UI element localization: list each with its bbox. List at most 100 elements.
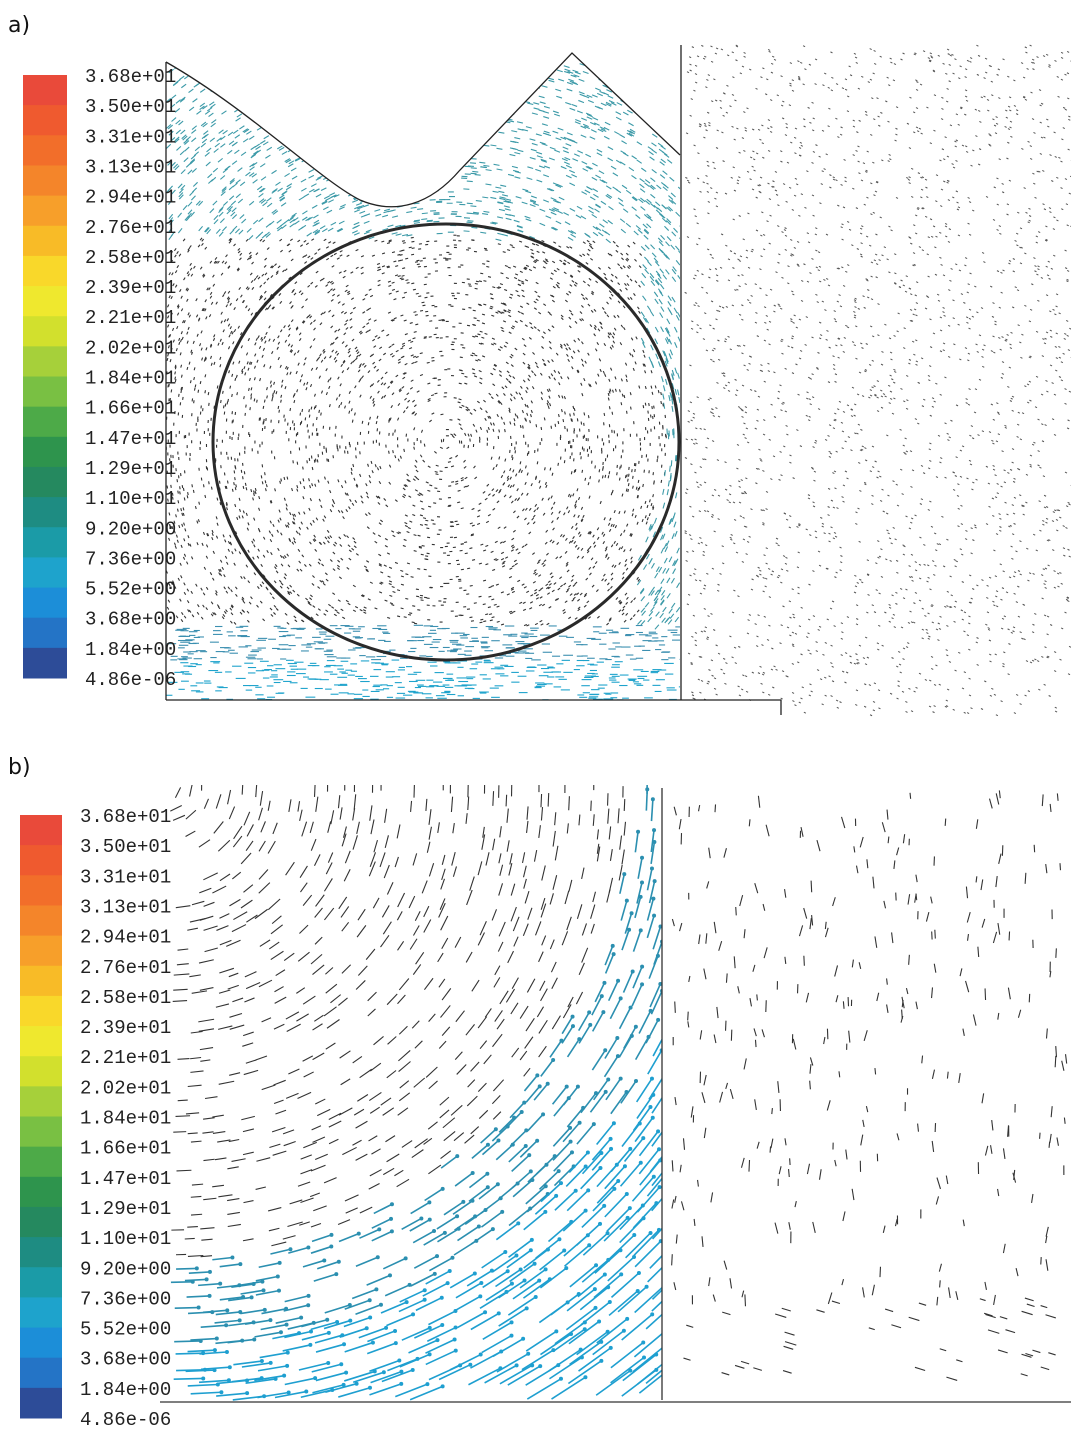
vector xyxy=(288,522,289,525)
vector xyxy=(312,483,313,486)
vector xyxy=(353,538,355,540)
vector xyxy=(204,68,209,71)
vector xyxy=(585,361,587,364)
vector xyxy=(515,274,518,275)
vector xyxy=(270,366,271,369)
vector xyxy=(341,511,343,513)
vector xyxy=(570,495,571,498)
vector xyxy=(613,187,618,190)
vector xyxy=(180,352,181,355)
vector xyxy=(596,590,598,592)
vector xyxy=(636,225,641,229)
vector xyxy=(609,379,610,382)
vector xyxy=(587,601,589,603)
vector xyxy=(349,391,350,394)
vector xyxy=(603,541,605,544)
vector xyxy=(402,496,404,498)
vector xyxy=(315,549,317,551)
vector xyxy=(242,610,244,612)
vector xyxy=(178,500,179,503)
vector xyxy=(290,239,292,241)
vector xyxy=(369,289,372,290)
vector xyxy=(517,498,519,500)
vector xyxy=(603,65,609,67)
vector xyxy=(313,215,318,218)
vector xyxy=(402,377,404,379)
vector xyxy=(202,135,207,139)
vector xyxy=(546,584,548,586)
vector xyxy=(379,583,382,584)
vector xyxy=(491,397,493,399)
vector xyxy=(409,496,412,498)
vector xyxy=(407,84,413,85)
vector xyxy=(396,291,399,292)
vector xyxy=(504,422,505,425)
vector xyxy=(350,326,352,328)
vector xyxy=(524,518,526,520)
vector xyxy=(469,548,472,549)
vector xyxy=(409,348,412,349)
vector xyxy=(343,276,346,278)
vector xyxy=(567,588,569,590)
vector xyxy=(626,379,627,382)
vector xyxy=(466,222,472,223)
vector xyxy=(634,259,636,261)
vector xyxy=(641,168,646,171)
vector xyxy=(653,58,658,61)
vector xyxy=(611,274,613,276)
vector xyxy=(642,92,647,95)
vector xyxy=(350,134,356,136)
vector xyxy=(300,145,305,148)
vector xyxy=(178,54,183,57)
vector xyxy=(373,404,374,407)
vector xyxy=(403,545,406,546)
vector xyxy=(363,299,366,301)
vector xyxy=(527,303,530,305)
vector xyxy=(547,403,548,406)
vector xyxy=(389,80,395,81)
vector xyxy=(609,391,610,394)
vector xyxy=(394,318,397,319)
vector xyxy=(373,533,375,535)
vector xyxy=(235,229,239,233)
vector xyxy=(318,562,320,564)
vector xyxy=(627,524,628,527)
vector xyxy=(407,283,410,284)
vector xyxy=(626,375,627,378)
vector xyxy=(333,544,335,546)
vector xyxy=(220,357,221,360)
vector xyxy=(203,593,205,596)
vector xyxy=(477,320,480,321)
vector xyxy=(294,616,296,618)
vector xyxy=(672,106,677,109)
vector xyxy=(482,126,488,127)
vector xyxy=(527,493,529,496)
vector xyxy=(480,331,483,332)
vector xyxy=(654,406,655,409)
vector xyxy=(313,520,315,523)
vector xyxy=(572,575,574,577)
vector-field-a xyxy=(166,45,1071,716)
vector xyxy=(205,111,210,115)
vector xyxy=(335,610,338,612)
vector xyxy=(530,595,533,596)
vector xyxy=(407,195,413,196)
vector xyxy=(625,559,627,562)
vector xyxy=(397,254,400,255)
vector xyxy=(338,560,340,562)
vector xyxy=(383,111,389,112)
vector xyxy=(323,349,325,351)
vector xyxy=(201,588,203,591)
vector xyxy=(194,152,199,156)
vector xyxy=(668,116,673,119)
vector xyxy=(351,272,354,273)
vector xyxy=(200,238,202,240)
vector xyxy=(503,561,506,562)
vector xyxy=(413,338,416,339)
vector xyxy=(594,209,599,212)
vector xyxy=(305,119,310,121)
vector xyxy=(640,253,642,255)
vector xyxy=(263,93,268,96)
vector xyxy=(306,387,307,390)
vector xyxy=(357,352,359,354)
